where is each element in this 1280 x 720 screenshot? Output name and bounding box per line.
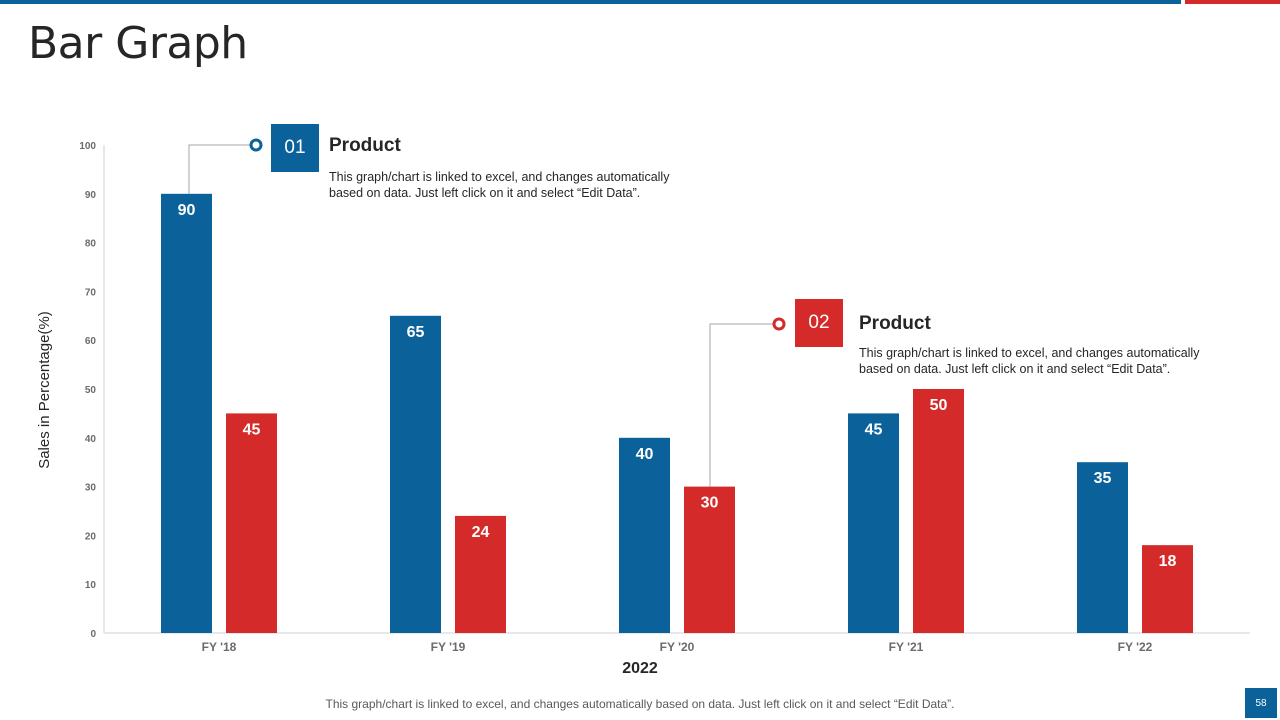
top-accent-bar-red (1185, 0, 1280, 4)
y-tick-label: 50 (85, 385, 97, 396)
bar-red[interactable] (913, 389, 964, 633)
bar-blue[interactable] (619, 437, 670, 633)
bar-value-label: 18 (1159, 553, 1177, 570)
top-accent-bar-blue (0, 0, 1181, 4)
y-tick-label: 70 (85, 287, 97, 298)
bar-blue[interactable] (848, 413, 899, 633)
bar-red[interactable] (455, 515, 506, 633)
bar-blue[interactable] (161, 193, 212, 634)
y-tick-label: 90 (85, 190, 97, 201)
callout-01-marker (249, 138, 263, 152)
bar-red[interactable] (226, 413, 277, 633)
bar-blue[interactable] (1077, 462, 1128, 633)
callout-02-text-line2: based on data. Just left click on it and… (859, 362, 1171, 376)
y-tick-label: 20 (85, 531, 97, 542)
footer-note: This graph/chart is linked to excel, and… (325, 697, 955, 711)
bar-value-label: 90 (178, 202, 196, 219)
y-axis-title: Sales in Percentage(%) (36, 311, 53, 469)
bar-red[interactable] (1142, 545, 1193, 633)
x-tick-label: FY '20 (660, 640, 695, 654)
callout-02-title: Product (859, 313, 931, 334)
callout-01-text-line1: This graph/chart is linked to excel, and… (329, 170, 670, 184)
y-tick-label: 40 (85, 434, 97, 445)
x-tick-label: FY '22 (1118, 640, 1153, 654)
bar-value-label: 50 (930, 397, 948, 414)
callout-02-number-box: 02 (795, 299, 843, 347)
y-tick-label: 100 (79, 141, 96, 152)
y-tick-label: 60 (85, 336, 97, 347)
x-axis-title: 2022 (622, 660, 658, 677)
bar-red[interactable] (684, 486, 735, 633)
callout-01-text-line2: based on data. Just left click on it and… (329, 186, 641, 200)
callout-02-connector (709, 323, 779, 487)
bar-value-label: 40 (636, 446, 654, 463)
y-tick-label: 30 (85, 483, 97, 494)
x-tick-label: FY '21 (889, 640, 924, 654)
y-tick-label: 10 (85, 580, 97, 591)
x-tick-label: FY '19 (431, 640, 466, 654)
callout-02-marker (772, 317, 786, 331)
callout-01-title: Product (329, 135, 401, 156)
bar-value-label: 45 (243, 421, 261, 438)
bar-value-label: 24 (472, 524, 490, 541)
bar-value-label: 45 (865, 421, 883, 438)
page-number: 58 (1245, 688, 1277, 718)
bar-blue[interactable] (390, 315, 441, 633)
bar-value-label: 30 (701, 495, 719, 512)
callout-01-connector (188, 144, 256, 194)
y-tick-label: 80 (85, 239, 97, 250)
callout-02-text: This graph/chart is linked to excel, and… (859, 345, 1239, 377)
x-tick-label: FY '18 (202, 640, 237, 654)
callout-02-text-line1: This graph/chart is linked to excel, and… (859, 346, 1200, 360)
callout-01-number-box: 01 (271, 124, 319, 172)
page-title: Bar Graph (28, 18, 248, 69)
callout-01-text: This graph/chart is linked to excel, and… (329, 169, 709, 201)
bar-value-label: 65 (407, 324, 425, 341)
bar-value-label: 35 (1094, 470, 1112, 487)
y-tick-label: 0 (90, 629, 96, 640)
